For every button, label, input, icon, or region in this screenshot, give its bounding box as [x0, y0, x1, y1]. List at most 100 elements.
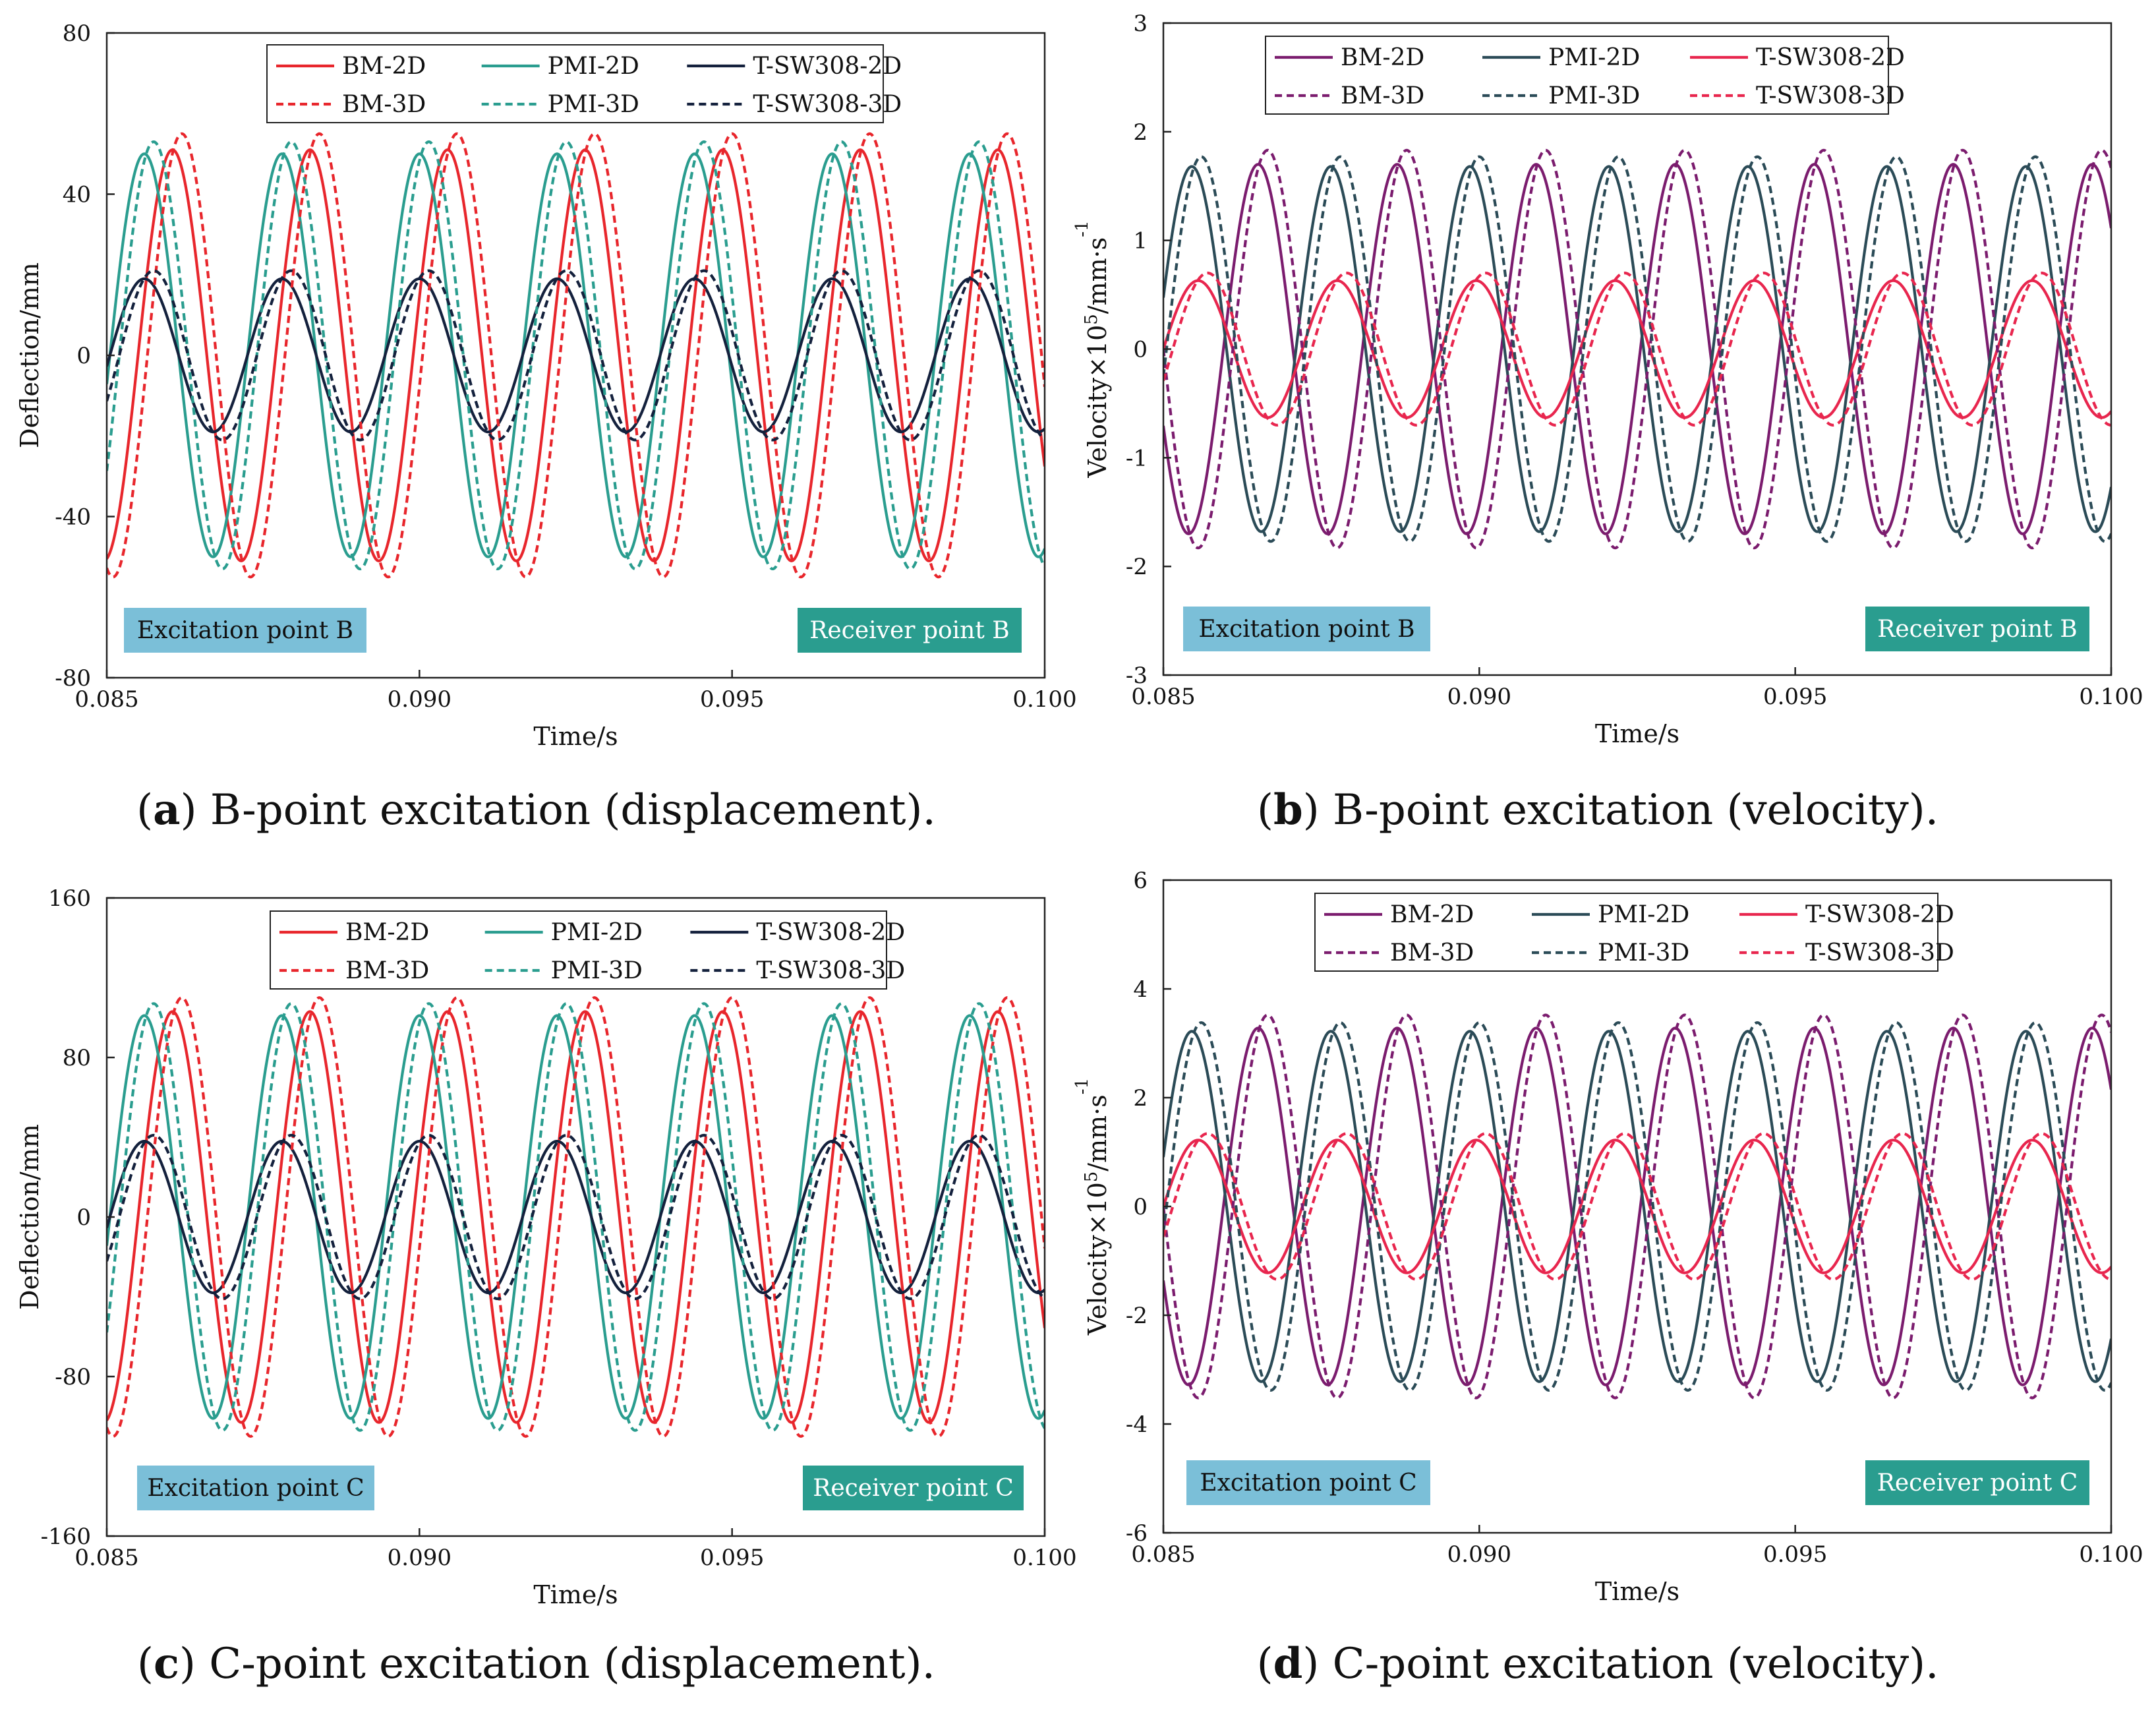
x-tick-label: 0.095 — [700, 686, 764, 713]
y-axis-label: Deflection/mm — [15, 1124, 44, 1310]
x-tick-label: 0.085 — [1131, 684, 1195, 710]
series-group — [1163, 148, 2111, 550]
caption-paren-open: ( — [136, 786, 153, 835]
legend-label: BM-2D — [1390, 901, 1474, 928]
y-tick-label: 4 — [1133, 976, 1148, 1003]
legend-label: PMI-2D — [548, 53, 639, 80]
y-tick-label: -2 — [1126, 554, 1148, 580]
caption-text: C-point excitation (displacement). — [196, 1640, 935, 1688]
receiver-label: Receiver point B — [1877, 616, 2077, 643]
legend-frame — [1314, 893, 1938, 972]
legend-label: BM-2D — [345, 919, 429, 946]
y-tick-label: -2 — [1126, 1303, 1148, 1329]
y-axis-label: Velocity×105/mm·s-1 — [1072, 220, 1112, 478]
receiver-label: Receiver point B — [809, 617, 1009, 644]
series-line-bm-3d — [1163, 1013, 2111, 1400]
caption-text: B-point excitation (displacement). — [197, 786, 936, 835]
legend: BM-2D PMI-2D T-SW308-2D BM-3D PMI-3D T-SW308-… — [270, 910, 905, 990]
caption-paren-open: ( — [137, 1640, 154, 1688]
legend-label: PMI-3D — [551, 957, 643, 984]
series-line-bm-2d — [1163, 1026, 2111, 1386]
legend-label: T-SW308-2D — [1756, 44, 1905, 71]
series-line-bm-3d — [107, 996, 1045, 1438]
chart-d: 0.085 0.090 0.095 0.100 6 4 2 0 -2 -4 -6 Time/s Velo… — [1072, 868, 2143, 1688]
excitation-label: Excitation point C — [147, 1475, 364, 1502]
x-tick-label: 0.100 — [1012, 1545, 1076, 1571]
legend-label: T-SW308-2D — [753, 53, 902, 80]
y-tick-label: 80 — [63, 1045, 91, 1071]
excitation-box — [1186, 1460, 1430, 1505]
caption-paren-close: ) — [1303, 786, 1320, 835]
series-line-pmi-2d — [107, 1014, 1045, 1420]
x-axis-label: Time/s — [1595, 719, 1679, 748]
y-axis-label-sup1: 5 — [1082, 314, 1101, 325]
y-tick-label: 0 — [76, 343, 91, 369]
caption-paren-close: ) — [181, 786, 197, 835]
y-tick-label: -6 — [1126, 1520, 1148, 1547]
legend-frame — [266, 44, 884, 123]
plot-frame — [1162, 22, 2112, 676]
x-tick-label: 0.085 — [1131, 1541, 1195, 1568]
series-line-pmi-3d — [1163, 1021, 2111, 1392]
y-tick-label: 2 — [1133, 1085, 1148, 1112]
caption-paren-close: ) — [1302, 1640, 1319, 1688]
legend-label: BM-3D — [1341, 82, 1424, 109]
y-tick-label: 0 — [1133, 1194, 1148, 1220]
legend-label: PMI-2D — [1598, 901, 1689, 928]
legend-label: PMI-3D — [1598, 939, 1689, 966]
receiver-box — [803, 1466, 1024, 1510]
legend-label: BM-2D — [1341, 44, 1424, 71]
series-line-bm-2d — [1163, 163, 2111, 535]
y-tick-label: -4 — [1126, 1411, 1148, 1438]
excitation-box — [124, 608, 366, 653]
y-tick-label: 0 — [76, 1204, 91, 1231]
figure-caption: (a) B-point excitation (displacement). — [136, 785, 936, 835]
x-tick-label: 0.090 — [1447, 1541, 1511, 1568]
excitation-box — [1183, 607, 1430, 651]
x-tick-label: 0.095 — [700, 1545, 764, 1571]
y-tick-label: 3 — [1133, 11, 1148, 37]
series-line-bm-2d — [107, 148, 1045, 562]
receiver-box — [1865, 607, 2089, 651]
y-axis-label: Deflection/mm — [15, 262, 44, 448]
chart-c: 0.085 0.090 0.095 0.100 160 80 0 -80 -160 Time/s D… — [15, 885, 1077, 1688]
x-axis-label: Time/s — [533, 722, 618, 751]
y-axis-label-sup2: -1 — [1072, 1078, 1092, 1094]
caption-letter: c — [154, 1639, 179, 1688]
excitation-label: Excitation point B — [137, 617, 353, 644]
x-tick-label: 0.085 — [74, 1545, 138, 1571]
x-tick-label: 0.100 — [1012, 686, 1076, 713]
x-tick-label: 0.085 — [74, 686, 138, 713]
figure-caption: (d) C-point excitation (velocity). — [1257, 1639, 1939, 1688]
x-tick-label: 0.090 — [388, 1545, 452, 1571]
y-tick-label: 0 — [1133, 337, 1148, 363]
y-tick-label: -160 — [41, 1524, 91, 1550]
excitation-label: Excitation point C — [1200, 1470, 1416, 1497]
series-line-t-sw308-3d — [1163, 1132, 2111, 1281]
y-tick-label: -40 — [55, 504, 91, 531]
y-tick-label: 1 — [1133, 228, 1148, 254]
figure-caption: (c) C-point excitation (displacement). — [137, 1639, 935, 1688]
x-tick-label: 0.095 — [1763, 1541, 1827, 1568]
x-tick-label: 0.100 — [2079, 1541, 2143, 1568]
legend-frame — [270, 910, 887, 990]
caption-text: B-point excitation (velocity). — [1320, 786, 1938, 835]
series-line-pmi-3d — [1163, 155, 2111, 543]
y-tick-label: -80 — [55, 1364, 91, 1390]
x-tick-label: 0.090 — [1447, 684, 1511, 710]
legend: BM-2D PMI-2D T-SW308-2D BM-3D PMI-3D T-SW308-… — [266, 44, 902, 123]
y-tick-label: 80 — [63, 20, 91, 47]
caption-paren-open: ( — [1257, 1640, 1273, 1688]
series-line-t-sw308-3d — [1163, 272, 2111, 427]
series-line-pmi-3d — [107, 140, 1045, 571]
y-tick-label: -1 — [1126, 445, 1148, 471]
legend-frame — [1265, 36, 1889, 115]
y-tick-label: 2 — [1133, 119, 1148, 146]
caption-text: C-point excitation (velocity). — [1319, 1640, 1938, 1688]
series-line-pmi-3d — [107, 1002, 1045, 1432]
y-axis-label-mid: /mm·s — [1083, 1094, 1112, 1171]
y-tick-label: 6 — [1133, 868, 1148, 894]
series-line-t-sw308-3d — [107, 1133, 1045, 1301]
legend-label: T-SW308-3D — [753, 91, 902, 118]
legend-label: T-SW308-2D — [1805, 901, 1954, 928]
